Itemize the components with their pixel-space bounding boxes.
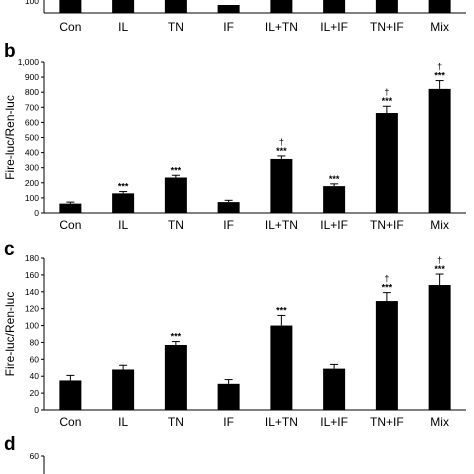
b-bar (323, 186, 346, 213)
c-bar (112, 369, 135, 410)
b-dagger-label: † (437, 62, 442, 72)
a-y-tick-label: 100 (25, 0, 39, 6)
b-significance-label: *** (329, 174, 340, 184)
a-category-label: TN (168, 20, 184, 34)
b-category-label: Con (59, 218, 81, 232)
a-bar (112, 0, 135, 13)
b-category-label: TN+IF (370, 218, 404, 232)
c-y-axis-label: Fire-luc/Ren-luc (3, 292, 17, 377)
c-y-tick-label: 20 (30, 388, 40, 398)
b-bar (270, 158, 293, 213)
b-category-label: IL+TN (265, 218, 298, 232)
b-y-tick-label: 200 (25, 178, 39, 188)
b-category-label: Mix (430, 218, 449, 232)
b-bar (217, 202, 240, 213)
c-y-tick-label: 140 (25, 287, 39, 297)
c-bar (164, 344, 187, 410)
a-category-label: IL+IF (320, 20, 348, 34)
b-significance-label: *** (434, 71, 445, 81)
b-significance-label: *** (118, 182, 129, 192)
c-category-label: Con (59, 415, 81, 429)
c-bar (59, 380, 82, 410)
a-category-label: Con (59, 20, 81, 34)
b-bar (112, 193, 135, 213)
a-bar (323, 0, 346, 13)
b-y-tick-label: 400 (25, 148, 39, 158)
b-y-tick-label: 100 (25, 193, 39, 203)
c-bar (323, 368, 346, 410)
c-category-label: TN (168, 415, 184, 429)
b-significance-label: *** (276, 146, 287, 156)
b-dagger-label: † (384, 87, 389, 97)
a-bar (270, 0, 293, 13)
c-y-tick-label: 0 (34, 405, 39, 415)
panel-label-b: b (4, 41, 16, 62)
c-y-tick-label: 180 (25, 253, 39, 263)
c-category-label: Mix (430, 415, 449, 429)
b-y-tick-label: 800 (25, 87, 39, 97)
a-category-label: Mix (430, 20, 449, 34)
b-y-tick-label: 1,000 (18, 57, 40, 67)
c-category-label: IL+TN (265, 415, 298, 429)
d-y-tick-label: 60 (30, 451, 40, 461)
b-significance-label: *** (382, 96, 393, 106)
panel-b: 0 100 200 300 400 500 600 700 800 900 1,000 Fire-lu… (3, 57, 466, 232)
b-category-label: IL (118, 218, 128, 232)
c-dagger-label: † (437, 255, 442, 265)
c-y-tick-label: 80 (30, 337, 40, 347)
b-significance-label: *** (171, 165, 182, 175)
c-bar (270, 325, 293, 410)
b-bar (375, 113, 398, 213)
c-y-tick-label: 40 (30, 371, 40, 381)
b-dagger-label: † (279, 137, 284, 147)
b-category-label: TN (168, 218, 184, 232)
a-category-label: IL+TN (265, 20, 298, 34)
a-bar (164, 0, 187, 13)
b-y-axis-label: Fire-luc/Ren-luc (3, 95, 17, 180)
c-dagger-label: † (384, 274, 389, 284)
b-category-label: IF (223, 218, 234, 232)
b-y-tick-label: 600 (25, 117, 39, 127)
b-bar (428, 88, 451, 213)
panel-a: 100 Con IL TN IF IL+TN IL+IF TN+IF Mix (25, 0, 466, 34)
b-y-tick-label: 0 (34, 208, 39, 218)
a-category-label: IL (118, 20, 128, 34)
b-bar (164, 177, 187, 213)
c-category-label: IL+IF (320, 415, 348, 429)
b-y-tick-label: 300 (25, 163, 39, 173)
b-y-tick-label: 500 (25, 133, 39, 143)
c-significance-label: *** (434, 264, 445, 274)
b-bar (59, 203, 82, 213)
panel-c: 0 20 40 60 80 100 120 140 160 180 Fire-luc/Ren-luc… (3, 253, 466, 429)
c-bar (428, 285, 451, 410)
b-y-tick-label: 900 (25, 72, 39, 82)
a-bar (375, 0, 398, 13)
c-y-tick-label: 120 (25, 304, 39, 314)
c-y-tick-label: 160 (25, 270, 39, 280)
c-y-tick-label: 100 (25, 321, 39, 331)
c-category-label: IF (223, 415, 234, 429)
a-category-label: IF (223, 20, 234, 34)
b-y-tick-label: 700 (25, 102, 39, 112)
c-significance-label: *** (171, 332, 182, 342)
c-significance-label: *** (276, 305, 287, 315)
a-category-label: TN+IF (370, 20, 404, 34)
panel-label-d: d (4, 434, 16, 455)
panel-label-c: c (4, 239, 15, 260)
a-bar (217, 5, 240, 13)
c-y-tick-label: 60 (30, 354, 40, 364)
c-category-label: IL (118, 415, 128, 429)
b-category-label: IL+IF (320, 218, 348, 232)
c-category-label: TN+IF (370, 415, 404, 429)
a-bar (428, 0, 451, 13)
a-bar (59, 0, 82, 13)
c-bar (375, 301, 398, 410)
panel-d: 60 (30, 451, 45, 474)
c-significance-label: *** (382, 283, 393, 293)
c-bar (217, 383, 240, 410)
